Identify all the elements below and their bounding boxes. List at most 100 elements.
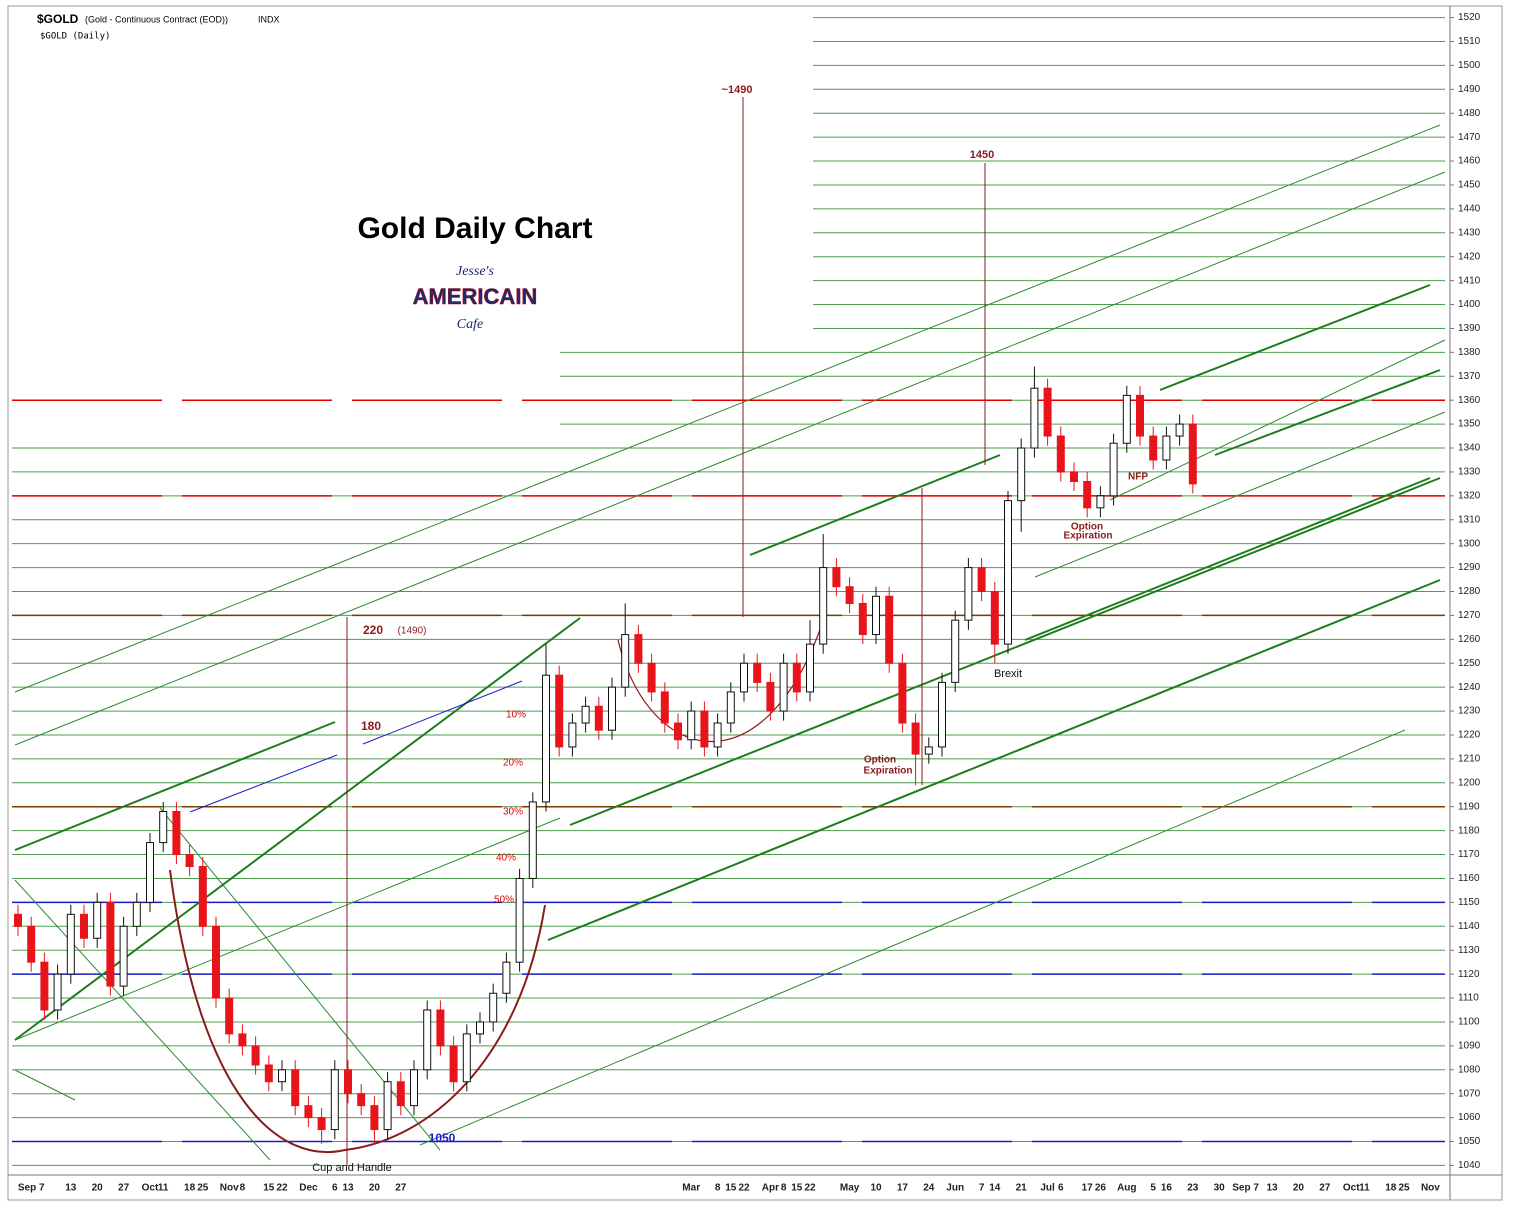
annotation: Expiration bbox=[1064, 531, 1113, 542]
x-tick-label: 24 bbox=[923, 1183, 935, 1194]
trendline bbox=[362, 680, 523, 745]
candle-body bbox=[410, 1069, 418, 1107]
description: (Gold - Continuous Contract (EOD)) bbox=[85, 14, 228, 24]
annotation: 1050 bbox=[429, 1131, 456, 1145]
trendline bbox=[419, 729, 1406, 1146]
x-tick-label: 18 bbox=[1385, 1183, 1397, 1194]
y-tick-label: 1440 bbox=[1458, 204, 1481, 215]
candle-body bbox=[845, 586, 854, 604]
x-tick-label: 5 bbox=[1150, 1183, 1156, 1194]
x-tick-label: 27 bbox=[395, 1183, 407, 1194]
y-tick-label: 1250 bbox=[1458, 658, 1481, 669]
candle-body bbox=[911, 722, 920, 755]
y-tick-label: 1150 bbox=[1458, 897, 1480, 908]
candle-body bbox=[515, 877, 524, 963]
y-tick-label: 1500 bbox=[1458, 60, 1481, 71]
y-tick-label: 1340 bbox=[1458, 443, 1481, 454]
y-tick-label: 1470 bbox=[1458, 132, 1481, 143]
y-tick-label: 1380 bbox=[1458, 347, 1481, 358]
candle-body bbox=[581, 705, 590, 724]
candle-body bbox=[449, 1045, 458, 1083]
x-tick-label: 22 bbox=[738, 1183, 750, 1194]
candle-body bbox=[528, 801, 537, 879]
logo-text: AMERICAIN bbox=[413, 284, 538, 309]
candle-body bbox=[1109, 442, 1118, 497]
annotation: 30% bbox=[503, 807, 523, 818]
x-tick-label: Apr bbox=[762, 1183, 779, 1194]
candle-body bbox=[1043, 387, 1052, 437]
candle-body bbox=[238, 1033, 247, 1047]
trendline bbox=[749, 454, 1001, 556]
x-tick-label: 8 bbox=[715, 1183, 721, 1194]
x-tick-label: 11 bbox=[158, 1183, 169, 1194]
annotation: 10% bbox=[506, 710, 526, 721]
candle-body bbox=[40, 961, 49, 1011]
x-tick-label: Jul bbox=[1040, 1183, 1055, 1194]
y-tick-label: 1190 bbox=[1458, 801, 1480, 812]
candle-body bbox=[964, 567, 973, 621]
y-tick-label: 1110 bbox=[1458, 993, 1479, 1004]
x-tick-label: 15 bbox=[263, 1183, 275, 1194]
y-tick-label: 1060 bbox=[1458, 1112, 1481, 1123]
x-tick-label: 20 bbox=[369, 1183, 381, 1194]
trendline bbox=[569, 477, 1441, 826]
candle-body bbox=[396, 1081, 405, 1107]
candle-body bbox=[740, 662, 748, 693]
candle-body bbox=[370, 1105, 379, 1131]
y-tick-label: 1480 bbox=[1458, 108, 1481, 119]
annotation: ~1490 bbox=[722, 84, 753, 96]
logo-text: Cafe bbox=[457, 317, 483, 332]
candle-body bbox=[753, 662, 762, 683]
candle-body bbox=[858, 602, 867, 636]
candle-body bbox=[1162, 435, 1171, 461]
x-tick-label: 15 bbox=[791, 1183, 803, 1194]
y-tick-label: 1310 bbox=[1458, 514, 1481, 525]
candle-body bbox=[1017, 447, 1026, 502]
candle-body bbox=[212, 925, 220, 999]
candle-body bbox=[225, 997, 234, 1035]
x-tick-label: Aug bbox=[1117, 1183, 1136, 1194]
x-tick-label: 10 bbox=[870, 1183, 882, 1194]
x-tick-label: 22 bbox=[276, 1183, 288, 1194]
x-tick-label: 27 bbox=[118, 1183, 130, 1194]
y-tick-label: 1280 bbox=[1458, 586, 1481, 597]
y-tick-label: 1330 bbox=[1458, 467, 1481, 478]
candles bbox=[14, 366, 1197, 1144]
candle-body bbox=[555, 674, 564, 748]
annotation: 180 bbox=[361, 719, 381, 733]
candle-body bbox=[172, 811, 181, 856]
candle-body bbox=[634, 634, 643, 664]
annotation: NFP bbox=[1128, 472, 1148, 483]
x-tick-label: Oct bbox=[1343, 1183, 1360, 1194]
x-tick-label: Nov bbox=[1421, 1183, 1440, 1194]
x-tick-label: May bbox=[840, 1183, 860, 1194]
trendline bbox=[1214, 369, 1441, 456]
candle-body bbox=[304, 1105, 313, 1119]
candle-body bbox=[951, 619, 960, 683]
annotation: 220 bbox=[363, 623, 383, 637]
x-tick-label: 13 bbox=[65, 1183, 77, 1194]
subtitle: $GOLD (Daily) bbox=[40, 32, 110, 42]
trendline bbox=[159, 807, 441, 1151]
y-tick-label: 1290 bbox=[1458, 562, 1481, 573]
candle-body bbox=[1175, 423, 1184, 437]
candle-body bbox=[344, 1069, 352, 1095]
candle-body bbox=[726, 691, 735, 724]
y-tick-label: 1070 bbox=[1458, 1088, 1481, 1099]
y-tick-label: 1050 bbox=[1458, 1136, 1481, 1147]
y-tick-label: 1080 bbox=[1458, 1064, 1481, 1075]
annotation: Option bbox=[1071, 522, 1103, 533]
candle-body bbox=[990, 591, 999, 645]
candle-body bbox=[1083, 480, 1092, 509]
candle-body bbox=[1149, 435, 1158, 461]
y-tick-label: 1300 bbox=[1458, 538, 1481, 549]
x-tick-label: 13 bbox=[1266, 1183, 1278, 1194]
candle-body bbox=[185, 854, 194, 868]
candle-body bbox=[1004, 500, 1012, 645]
candle-body bbox=[489, 992, 498, 1023]
y-tick-label: 1140 bbox=[1458, 921, 1480, 932]
candle-body bbox=[146, 842, 154, 903]
candle-body bbox=[938, 681, 946, 748]
candle-body bbox=[159, 811, 168, 844]
